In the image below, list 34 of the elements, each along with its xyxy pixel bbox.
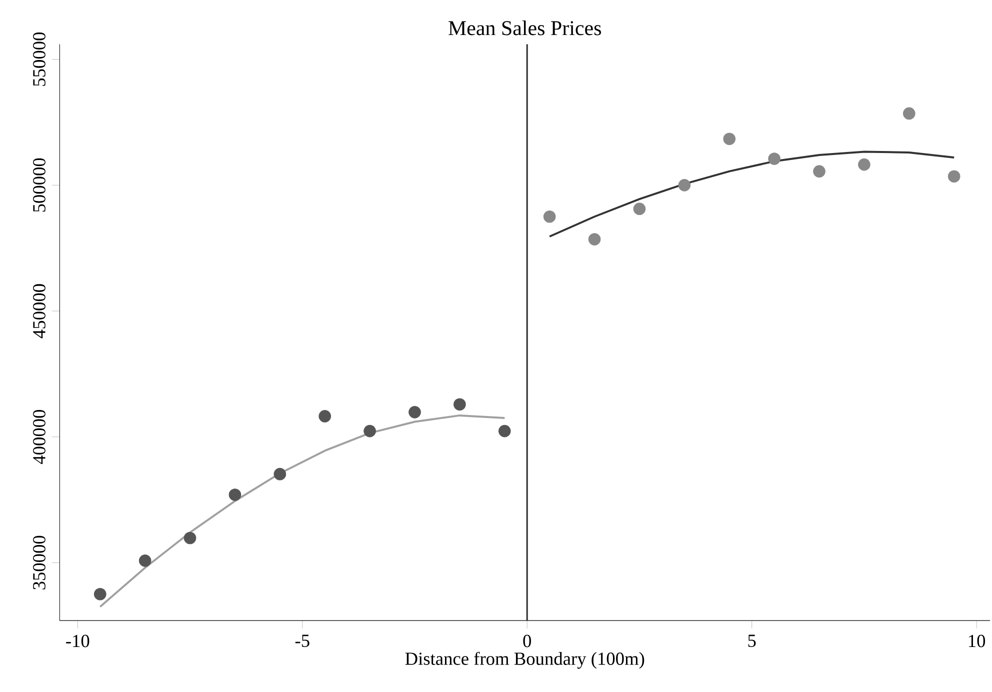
point (543, 210, 556, 223)
x-tick-label: 0 (523, 634, 531, 648)
x-axis-title: Distance from Boundary (100m) (405, 652, 644, 669)
x-tick-label: -10 (66, 634, 90, 648)
point (678, 178, 691, 192)
point (138, 554, 152, 567)
point (948, 170, 960, 182)
y-tick-label: 550000 (33, 32, 46, 86)
y-tick-label: 350000 (33, 536, 46, 590)
x-tick-label: 5 (748, 634, 756, 647)
point (228, 488, 242, 501)
y-tick-label: 450000 (33, 284, 46, 338)
point (498, 424, 511, 438)
point (723, 132, 736, 145)
point (858, 158, 870, 171)
y-tick-label: 500000 (33, 158, 46, 212)
line-series (99, 414, 506, 608)
point (184, 532, 196, 544)
point (364, 424, 376, 438)
point (768, 152, 780, 165)
chart-title: Mean Sales Prices (448, 20, 601, 36)
point (813, 165, 826, 178)
point (588, 232, 601, 246)
y-tick-label: 400000 (33, 410, 46, 464)
line-series (548, 150, 956, 238)
x-tick-label: -5 (295, 634, 310, 647)
point (633, 202, 646, 215)
point (902, 107, 916, 120)
point (408, 406, 421, 418)
point (274, 468, 286, 480)
point (454, 398, 466, 410)
point (318, 410, 332, 422)
point (94, 588, 106, 600)
x-tick-label: 10 (968, 634, 986, 648)
